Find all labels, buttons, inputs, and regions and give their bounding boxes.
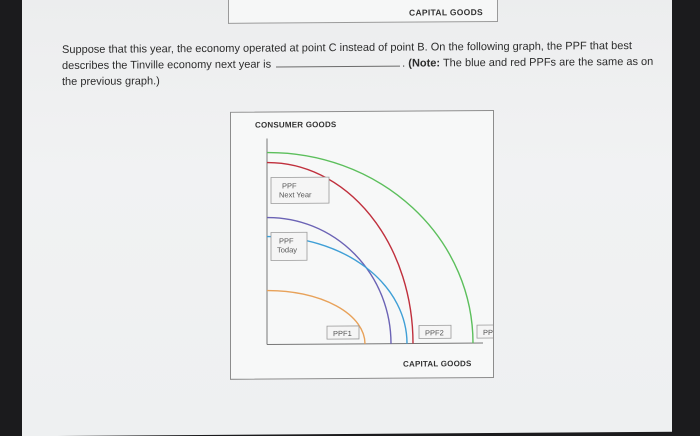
ppf2-label-box — [418, 324, 452, 339]
previous-graph-x-axis-label: CAPITAL GOODS — [409, 7, 483, 18]
ppf3-label: PPF3 — [483, 328, 493, 337]
ppf1-curve — [266, 289, 366, 344]
x-axis-label: CAPITAL GOODS — [403, 359, 472, 369]
legend-today-line2: Today — [277, 245, 297, 254]
previous-graph-bottom: CAPITAL GOODS — [228, 0, 498, 24]
ppf1-label-box — [326, 325, 360, 340]
x-axis — [267, 342, 483, 346]
note-label: (Note: — [408, 57, 441, 70]
ppf3-curve — [266, 151, 474, 344]
legend-today-line1: PPF — [279, 236, 294, 245]
ppf1-label: PPF1 — [333, 329, 352, 338]
ppf-next-year-curve — [266, 161, 414, 344]
legend-next-year-line2: Next Year — [279, 190, 312, 199]
legend-next-year-line1: PPF — [282, 181, 297, 190]
legend-today-box — [270, 231, 308, 261]
ppf3-label-box — [476, 324, 493, 339]
ppf-today-curve — [266, 216, 392, 344]
ppf-graph: CONSUMER GOODS PPF Next Year PPF Today P… — [230, 109, 494, 380]
ppf2-label: PPF2 — [425, 328, 444, 337]
answer-blank-input[interactable] — [276, 55, 401, 68]
ppf-plot: PPF Next Year PPF Today PPF1 PPF2 PPF3 — [266, 138, 493, 346]
screen: CAPITAL GOODS Suppose that this year, th… — [22, 0, 672, 436]
question-text: Suppose that this year, the economy oper… — [62, 38, 662, 90]
question-part2: . — [402, 57, 406, 70]
legend-next-year-box — [270, 176, 330, 204]
